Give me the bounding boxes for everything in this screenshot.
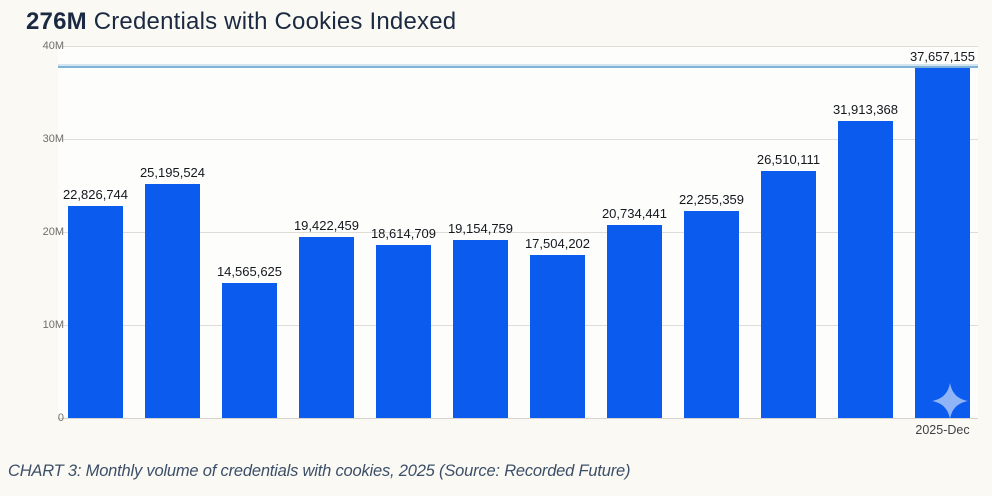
bar-value-label: 22,826,744 bbox=[62, 186, 129, 202]
bar-11 bbox=[838, 121, 893, 418]
bar-8 bbox=[607, 225, 662, 418]
bar-7 bbox=[530, 255, 585, 418]
bar-4 bbox=[299, 237, 354, 418]
gridline-0 bbox=[58, 418, 978, 419]
y-tick-label: 0 bbox=[57, 412, 64, 424]
bar-3 bbox=[222, 282, 277, 418]
chart-title: 276M Credentials with Cookies Indexed bbox=[26, 8, 456, 36]
bar-value-label: 18,614,709 bbox=[370, 225, 437, 241]
gridline-40M bbox=[58, 46, 978, 47]
bar-value-label: 14,565,625 bbox=[216, 263, 283, 279]
bar-value-label: 19,154,759 bbox=[447, 220, 514, 236]
gridline-10M bbox=[58, 325, 978, 326]
bar-value-label: 22,255,359 bbox=[678, 192, 745, 208]
bar-value-label: 37,657,155 bbox=[909, 48, 976, 64]
bar-value-label: 17,504,202 bbox=[524, 236, 591, 252]
bar-9 bbox=[684, 211, 739, 418]
y-tick-label: 40M bbox=[42, 40, 64, 52]
bar-5 bbox=[376, 244, 431, 418]
bar-12 bbox=[915, 67, 970, 418]
gridline-30M bbox=[58, 139, 978, 140]
title-metric: 276M bbox=[26, 8, 87, 35]
bar-10 bbox=[761, 171, 816, 418]
gridline-20M bbox=[58, 232, 978, 233]
x-axis-label: 2025-Dec bbox=[915, 423, 970, 437]
bar-1 bbox=[68, 205, 123, 418]
y-tick-label: 30M bbox=[42, 133, 64, 145]
y-tick-label: 20M bbox=[42, 226, 64, 238]
bar-6 bbox=[453, 239, 508, 418]
bar-chart: 276M Credentials with Cookies Indexed 22… bbox=[26, 8, 978, 437]
bar-2 bbox=[145, 183, 200, 418]
y-tick-label: 10M bbox=[42, 319, 64, 331]
plot-area: 22,826,744 25,195,524 14,565,625 19,422,459… bbox=[58, 46, 978, 419]
bar-value-label: 19,422,459 bbox=[293, 218, 360, 234]
reference-line bbox=[58, 65, 978, 68]
title-text: Credentials with Cookies Indexed bbox=[86, 8, 457, 35]
bar-value-label: 26,510,111 bbox=[756, 152, 821, 168]
bar-value-label: 20,734,441 bbox=[601, 206, 668, 222]
bar-value-label: 25,195,524 bbox=[139, 164, 206, 180]
chart-caption: CHART 3: Monthly volume of credentials w… bbox=[8, 462, 631, 480]
bar-value-label: 31,913,368 bbox=[832, 102, 899, 118]
